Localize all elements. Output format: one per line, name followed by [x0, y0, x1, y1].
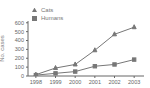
svg-text:600: 600: [15, 20, 24, 26]
svg-text:1999: 1999: [49, 79, 61, 85]
svg-text:300: 300: [15, 46, 24, 52]
svg-text:2000: 2000: [69, 79, 81, 85]
svg-text:2003: 2003: [128, 79, 140, 85]
svg-text:200: 200: [15, 55, 24, 61]
svg-text:100: 100: [15, 64, 24, 70]
svg-text:2001: 2001: [89, 79, 101, 85]
svg-text:0: 0: [21, 73, 24, 79]
svg-text:2002: 2002: [108, 79, 120, 85]
svg-text:No. cases: No. cases: [0, 35, 5, 62]
html-text:Humans: Humans: [41, 15, 64, 21]
svg-text:500: 500: [15, 29, 24, 35]
svg-text:1998: 1998: [30, 79, 42, 85]
svg-text:400: 400: [15, 37, 24, 43]
html-text:Cats: Cats: [41, 7, 54, 13]
